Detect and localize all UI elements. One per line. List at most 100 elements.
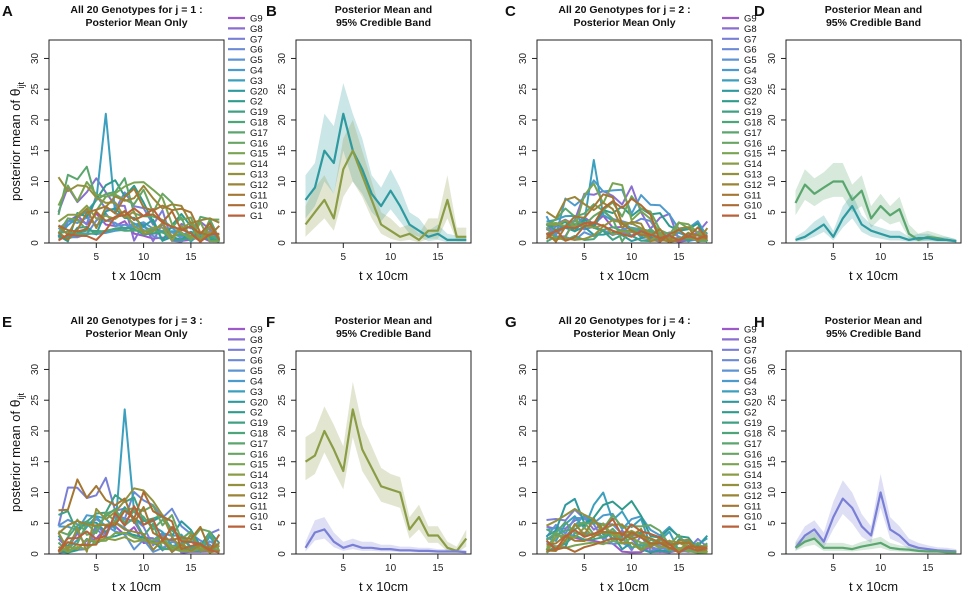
y-tick-label: 5 [30,209,41,215]
legend-label: G15 [744,149,762,160]
chart-title-line2: Posterior Mean Only [85,328,187,340]
panel-letter: F [266,314,275,331]
y-tick-label: 25 [767,83,778,95]
x-tick-label: 15 [922,252,934,263]
legend-label: G11 [250,190,267,201]
y-tick-label: 20 [277,425,288,437]
plot-area [57,112,221,243]
legend-label: G1 [250,211,263,222]
x-axis-label: t x 10cm [359,579,408,594]
y-tick-label: 15 [518,456,529,468]
chart-title-line2: Posterior Mean Only [573,328,675,340]
genotype-line-g1 [546,221,708,242]
genotype-line-g1 [57,505,220,554]
legend-label: G11 [744,190,761,201]
y-tick-label: 30 [518,52,529,64]
y-tick-label: 0 [518,551,529,557]
legend-label: G14 [744,470,762,481]
plot-area [545,491,709,554]
x-tick-label: 10 [138,563,150,574]
x-tick-label: 5 [341,563,347,574]
legend-label: G9 [250,325,263,336]
y-tick-label: 25 [767,394,778,406]
legend-label: G20 [250,86,268,97]
legend-label: G15 [250,460,268,471]
panel-letter: C [505,3,516,20]
legend-label: G16 [744,138,762,149]
legend-label: G13 [250,481,268,492]
x-tick-label: 15 [185,252,197,263]
legend-label: G2 [250,97,263,108]
legend-label: G7 [744,34,757,45]
y-tick-label: 30 [277,363,288,375]
plot-area [57,408,221,554]
legend-label: G12 [744,180,762,191]
legend-label: G3 [250,76,263,87]
legend-label: G1 [744,522,757,533]
legend-label: G5 [250,55,263,66]
chart-title-line2: Posterior Mean Only [85,17,187,29]
x-tick-label: 5 [94,563,100,574]
legend-label: G16 [250,138,268,149]
posterior-mean-line-teal [795,205,957,243]
y-tick-label: 15 [30,145,41,157]
legend-label: G2 [744,408,757,419]
legend-label: G6 [250,356,263,367]
y-tick-label: 0 [767,551,778,557]
plot-area [304,83,467,243]
legend-label: G13 [250,170,268,181]
plot-frame [48,39,225,244]
panel-e: E All 20 Genotypes for j = 3 :Posterior M… [2,314,268,594]
x-tick-label: 15 [673,252,685,263]
x-tick-label: 5 [341,252,347,263]
y-tick-label: 10 [767,486,778,498]
legend-label: G20 [744,86,762,97]
x-tick-label: 5 [831,563,837,574]
legend-label: G17 [250,439,268,450]
legend-label: G5 [250,366,263,377]
panel-letter: D [754,3,765,20]
chart-title-line1: All 20 Genotypes for j = 3 : [70,315,202,327]
x-tick-label: 5 [94,252,100,263]
chart-title-line1: All 20 Genotypes for j = 2 : [558,4,690,16]
y-tick-label: 30 [30,363,41,375]
y-tick-label: 5 [518,209,529,215]
legend-label: G3 [744,76,757,87]
posterior-mean-line-green [794,180,957,243]
panel-c: C All 20 Genotypes for j = 2 :Posterior M… [505,3,762,283]
x-tick-label: 15 [922,563,934,574]
legend-label: G15 [744,460,762,471]
y-tick-label: 5 [277,209,288,215]
legend-label: G14 [250,470,268,481]
chart-title-line1: Posterior Mean and [825,315,922,327]
legend-label: G6 [250,45,263,56]
legend-label: G8 [250,24,263,35]
legend-label: G20 [250,397,268,408]
legend-label: G2 [744,97,757,108]
y-tick-label: 10 [277,486,288,498]
legend-label: G7 [250,345,263,356]
y-tick-label: 20 [518,114,529,126]
y-tick-label: 20 [30,425,41,437]
legend-label: G16 [250,449,268,460]
legend-label: G12 [744,491,762,502]
y-tick-label: 0 [30,551,41,557]
legend: G9G8G7G6G5G4G3G20G2G19G18G17G16G15G14G13… [722,325,762,533]
y-tick-label: 10 [30,175,41,187]
y-tick-label: 0 [30,240,41,246]
legend-label: G18 [744,118,762,129]
plot-area [304,381,468,554]
genotype-line-g11 [57,187,221,241]
panel-letter: G [505,314,517,331]
genotype-line-g10 [58,210,221,241]
legend-label: G15 [250,149,268,160]
legend-label: G19 [250,107,268,118]
y-tick-label: 20 [767,114,778,126]
panel-letter: B [266,3,277,20]
chart-title-line1: Posterior Mean and [825,4,922,16]
genotype-line-g1 [545,517,708,554]
legend-label: G11 [250,501,267,512]
chart-title-line1: Posterior Mean and [335,315,432,327]
x-axis-label: t x 10cm [112,268,161,283]
